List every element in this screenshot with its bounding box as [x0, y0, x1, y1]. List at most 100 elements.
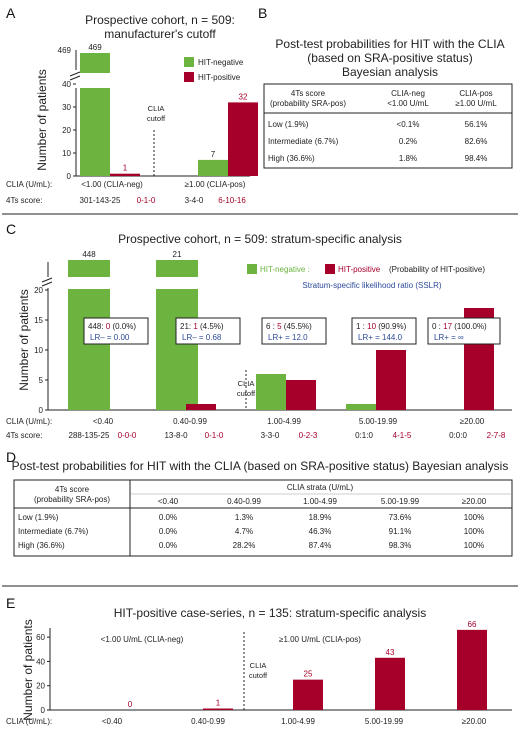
panel-d-cell: 18.9% [309, 513, 332, 522]
panel-a-bar [198, 159, 228, 176]
panel-e-xtick-label: <0.40 [102, 717, 123, 726]
panel-e-ytick-label: 60 [36, 633, 45, 642]
panel-a-4ts-neg-1: 3-4-0 [185, 196, 204, 205]
panel-c-4ts-neg: 0:0:0 [449, 431, 467, 440]
panel-a-clia-neg: <1.00 (CLIA-neg) [81, 180, 143, 189]
panel-b-table [263, 83, 513, 169]
panel-c-sslr-counts: 1 : 10 (90.9%) [356, 322, 407, 331]
panel-a-legend-neg: HIT-negative [198, 58, 244, 67]
panel-c-sslr-pct: (100.0%) [452, 322, 487, 331]
panel-c-sslr-counts: 6 : 5 (45.5%) [266, 322, 312, 331]
panel-e-ytick-label: 40 [36, 657, 45, 666]
panel-c-bar [256, 374, 286, 410]
panel-b-cell: Low (1.9%) [268, 120, 309, 129]
panel-e-title: HIT-positive case-series, n = 135: strat… [114, 606, 426, 620]
panel-a-4ts-neg-0: 301-143-25 [80, 196, 121, 205]
panel-c-4ts-neg: 0:1:0 [355, 431, 373, 440]
panel-c-bar [376, 350, 406, 410]
panel-e-xtick-label: 5.00-19.99 [365, 717, 404, 726]
panel-d-letter: D [6, 449, 16, 465]
panel-a-ylabel: Number of patients [35, 69, 49, 170]
panel-c-sslr-neg: 6 : [266, 322, 277, 331]
panel-a-legend-neg-swatch [184, 57, 194, 67]
panel-c-sslr-box [427, 317, 501, 345]
panel-a-bar-label: 32 [239, 92, 248, 101]
panel-b-cell: <0.1% [397, 120, 420, 129]
panel-b-cell: 98.4% [465, 154, 488, 163]
panel-c-4ts-label: 4Ts score: [6, 431, 42, 440]
panel-e-cutoff-1: CLIA [250, 661, 267, 670]
panel-d-row-label: Low (1.9%) [18, 513, 59, 522]
panel-e-bar [375, 657, 405, 710]
panel-a-4ts-pos-0: 0-1-0 [137, 196, 156, 205]
panel-a-legend-pos-swatch [184, 72, 194, 82]
panel-c-bar [156, 289, 198, 410]
panel-a-axis-break-1 [69, 75, 81, 81]
panel-c-sslr-neg: 1 : [356, 322, 367, 331]
panel-c-letter: C [6, 221, 16, 237]
panel-a-ytick-label: 40 [62, 80, 71, 89]
panel-e-cutoff-2: cutoff [249, 671, 268, 680]
panel-b-head-col0-1: 4Ts score [291, 89, 326, 98]
panel-c-ytick-label: 0 [39, 406, 44, 415]
panel-c-4ts-pos: 2-7-8 [487, 431, 506, 440]
panel-e-chart: 0 20 40 60 0 1 25 43 66 <0.40 0.40-0.99 1.00-4.99 5.… [36, 620, 512, 726]
panel-a-ytick-label: 0 [67, 172, 72, 181]
panel-c-sslr-note: Stratum-specific likelihood ratio (SSLR) [302, 281, 441, 290]
panel-c-sslr-counts: 448: 0 (0.0%) [88, 322, 136, 331]
panel-c-4ts-pos: 0-0-0 [118, 431, 137, 440]
panel-a-clia-label: CLIA (U/mL): [6, 180, 52, 189]
panel-c-sslr-pos: 5 [277, 322, 282, 331]
panel-b-cell: Intermediate (6.7%) [268, 137, 339, 146]
panel-b-head-col2-2: ≥1.00 U/mL [455, 99, 497, 108]
panel-e-xtick-label: ≥20.00 [462, 717, 487, 726]
panel-c-sslr-lr: LR– = 0.68 [182, 333, 222, 342]
panel-a-cutoff-2: cutoff [147, 114, 166, 123]
panel-d-cell: 87.4% [309, 541, 332, 550]
panel-d-cell: 0.0% [159, 527, 177, 536]
panel-c-sslr-lr: LR– = 0.00 [90, 333, 130, 342]
panel-c-sslr-neg: 0 : [432, 322, 443, 331]
panel-c-bar-top [156, 260, 198, 277]
panel-b-head-col1-1: CLIA-neg [391, 89, 425, 98]
panel-c-4ts-pos: 4-1-5 [393, 431, 412, 440]
panel-b-head-col2-1: CLIA-pos [459, 89, 492, 98]
panel-d-title: Post-test probabilities for HIT with the… [12, 459, 509, 473]
panel-e-clia-label: CLIA (U/mL): [6, 717, 52, 726]
panel-b-cell: 82.6% [465, 137, 488, 146]
panel-c-legend-neg: HIT-negative : [260, 265, 310, 274]
panel-c-legend-pos-swatch [325, 264, 335, 274]
panel-c-sslr-box [351, 317, 417, 345]
panel-a-bar-label: 1 [123, 164, 128, 173]
panel-d-cell: 46.3% [309, 527, 332, 536]
panel-c-sslr-pct: (45.5%) [282, 322, 313, 331]
panel-c-ytick-label: 15 [34, 316, 43, 325]
panel-d-strata-head: 5.00-19.99 [381, 497, 420, 506]
panel-d-cell: 28.2% [233, 541, 256, 550]
panel-b-cell: 56.1% [465, 120, 488, 129]
panel-c-ytick-label: 10 [34, 346, 43, 355]
panel-c-xtick-label: <0.40 [93, 417, 114, 426]
panel-c-legend-pos: HIT-positive [338, 265, 381, 274]
panel-c-4ts-neg: 288-135-25 [69, 431, 110, 440]
panel-c-sslr-pct: (4.5%) [198, 322, 224, 331]
panel-e-bar [203, 708, 233, 710]
panel-a-chart: 0 10 20 30 40 469 469 7 1 32 [58, 43, 258, 181]
panel-e-bar-label: 25 [304, 670, 313, 679]
panel-d-cell: 73.6% [389, 513, 412, 522]
panel-b-cell: 1.8% [399, 154, 417, 163]
panel-a-bar-label: 469 [88, 43, 102, 52]
panel-b-title-1: Post-test probabilities for HIT with the… [275, 37, 504, 51]
panel-c-bar [68, 289, 110, 410]
panel-d-cell: 100% [464, 541, 484, 550]
panel-d-cell: 98.3% [389, 541, 412, 550]
panel-e-bar-label: 0 [128, 700, 133, 709]
panel-d-table [13, 479, 513, 557]
panel-a-ytick-label: 10 [62, 149, 71, 158]
panel-c-clia-label: CLIA (U/mL): [6, 417, 52, 426]
panel-a-4ts-label: 4Ts score: [6, 196, 42, 205]
panel-c-sslr-neg: 448: [88, 322, 106, 331]
panel-c-sslr-counts: 0 : 17 (100.0%) [432, 322, 487, 331]
panel-b-title-2: (based on SRA-positive status) [307, 51, 472, 65]
